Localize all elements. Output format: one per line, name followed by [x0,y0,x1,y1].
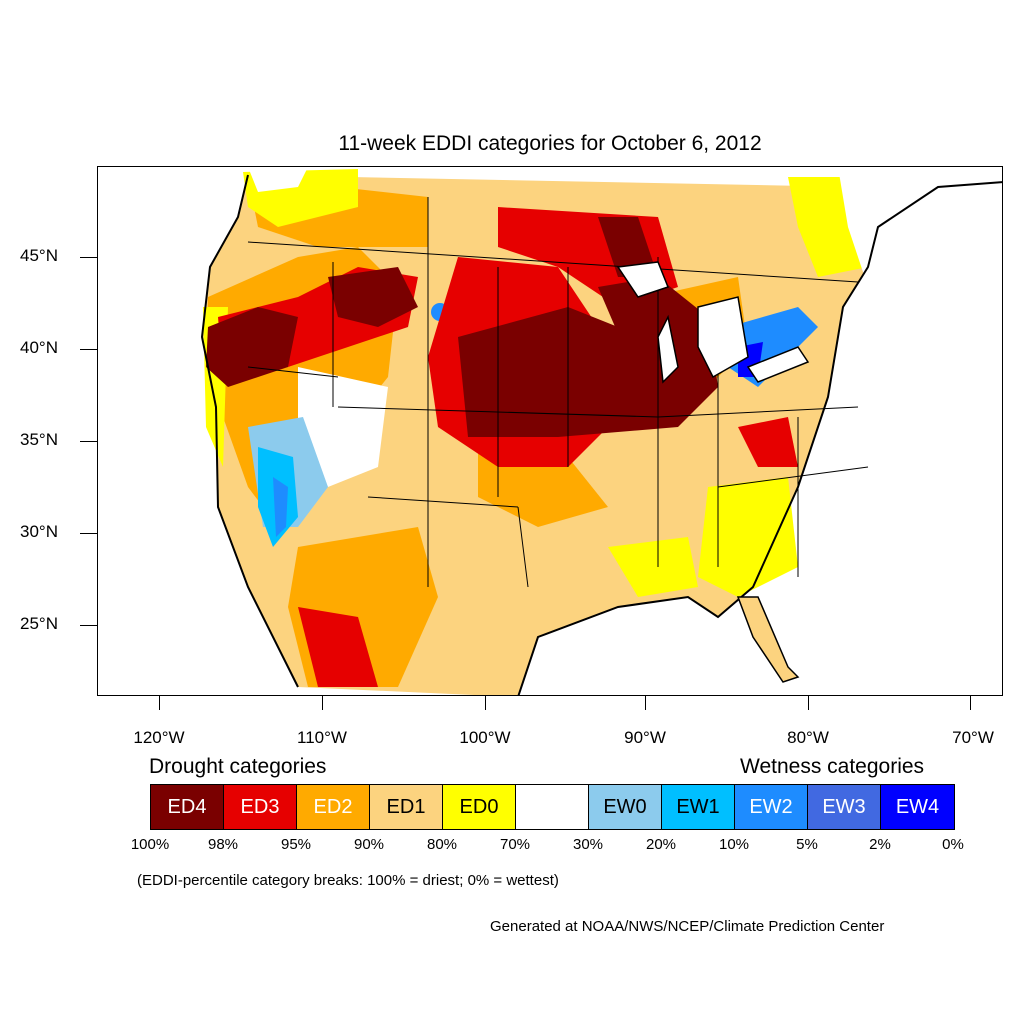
legend-cell-ed1: ED1 [370,785,443,829]
region-ed4-plains [458,307,718,437]
lat-tick [80,349,97,350]
legend-cell-ew2: EW2 [735,785,808,829]
lon-label-70: 70°W [952,728,994,747]
lat-tick [80,441,97,442]
region-ew2-southwest [273,477,288,537]
lat-tick [80,625,97,626]
lat-label-30: 30°N [20,522,58,541]
region-neutral-east [828,167,1002,695]
legend-cell-ew4: EW4 [881,785,954,829]
percent-break-label: 100% [130,836,170,853]
lon-label-110: 110°W [297,728,347,747]
percent-break-label: 20% [645,836,677,853]
legend-cell-ed3: ED3 [224,785,297,829]
state-boundaries [247,197,869,588]
percent-break-label: 0% [942,836,964,853]
lat-tick [80,533,97,534]
legend-cell-ed2: ED2 [297,785,370,829]
percent-break-label: 10% [718,836,750,853]
region-ed4-nrockies [328,267,418,327]
lon-tick [159,696,160,710]
percent-break-label: 2% [869,836,891,853]
drought-heading: Drought categories [149,755,327,778]
lon-label-90: 90°W [624,728,666,747]
percent-break-label: 80% [426,836,458,853]
lat-tick [80,257,97,258]
percent-break-label: 5% [796,836,818,853]
legend-cell-neutral [516,785,589,829]
lat-label-25: 25°N [20,614,58,633]
credit-line: Generated at NOAA/NWS/NCEP/Climate Predi… [490,918,885,935]
lon-tick [485,696,486,710]
color-legend: ED4 ED3 ED2 ED1 ED0 EW0 EW1 EW2 EW3 EW4 [150,784,955,830]
region-ed3-east [738,417,798,467]
region-neutral-gb [298,367,388,487]
category-note: (EDDI-percentile category breaks: 100% =… [137,872,559,889]
lon-tick [645,696,646,710]
region-ed4-ne [598,217,658,277]
lat-label-40: 40°N [20,338,58,357]
percent-break-label: 95% [280,836,312,853]
legend-cell-ew0: EW0 [589,785,662,829]
map-panel [97,166,1003,696]
percent-break-label: 30% [572,836,604,853]
lon-tick [970,696,971,710]
legend-cell-ed0: ED0 [443,785,516,829]
lon-label-120: 120°W [133,728,185,747]
lon-label-80: 80°W [787,728,829,747]
eddi-map [200,167,1002,695]
lon-tick [808,696,809,710]
lon-tick [322,696,323,710]
florida-outline [736,596,800,683]
coastline [200,174,1002,695]
legend-cell-ed4: ED4 [151,785,224,829]
great-lakes [616,261,810,384]
region-ed0-south [608,537,698,597]
map-title: 11-week EDDI categories for October 6, 2… [338,132,762,155]
lon-label-100: 100°W [459,728,511,747]
legend-cell-ew1: EW1 [662,785,735,829]
percent-break-label: 70% [499,836,531,853]
lat-label-45: 45°N [20,246,58,265]
region-ed3-south [298,607,378,687]
percent-break-label: 90% [353,836,385,853]
percent-break-label: 98% [207,836,239,853]
region-ed4-nw [206,307,298,387]
legend-cell-ew3: EW3 [808,785,881,829]
region-ed0-se [698,477,798,597]
region-neutral-nw [248,167,308,192]
wetness-heading: Wetness categories [740,755,925,778]
lat-label-35: 35°N [20,430,58,449]
